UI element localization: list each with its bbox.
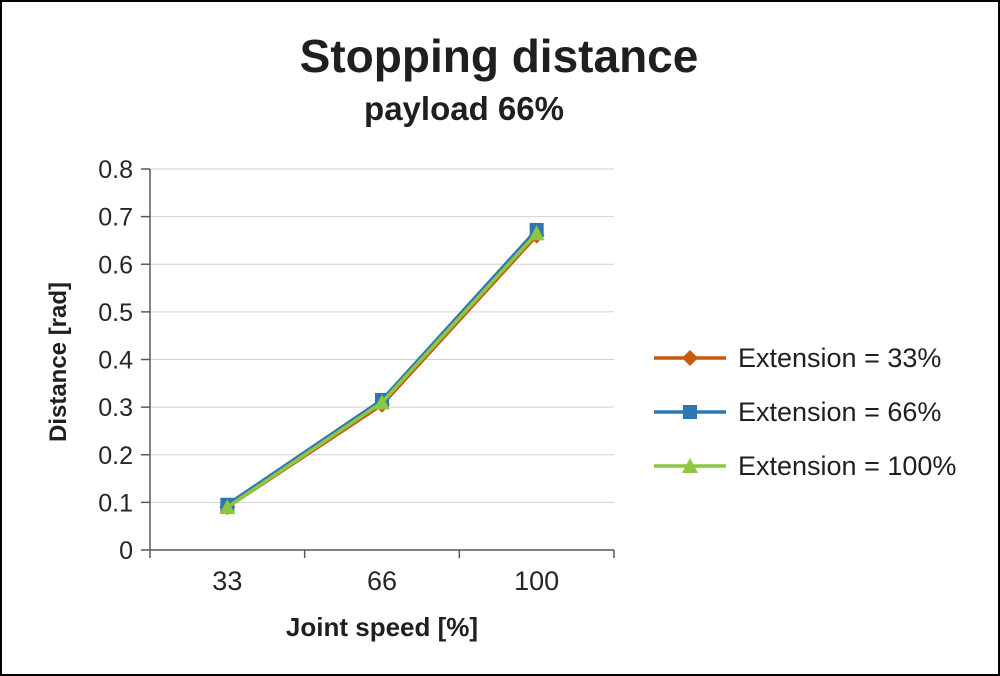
y-tick-label: 0.1 <box>98 489 133 517</box>
x-tick-label: 66 <box>367 566 397 596</box>
y-tick-label: 0.6 <box>98 251 133 279</box>
diamond-marker <box>682 350 698 366</box>
chart-subtitle: payload 66% <box>364 90 564 127</box>
triangle-marker <box>219 499 236 515</box>
series-line-2 <box>225 231 539 509</box>
y-tick-label: 0.4 <box>98 347 133 375</box>
legend-item: Extension = 66% <box>654 397 941 427</box>
legend-label: Extension = 33% <box>738 343 941 373</box>
y-tick-label: 0.3 <box>98 394 133 422</box>
y-tick-label: 0.8 <box>98 156 133 184</box>
legend: Extension = 33% Extension = 66% Extension … <box>654 343 956 481</box>
legend-item: Extension = 33% <box>654 343 941 373</box>
x-tick-label: 33 <box>212 566 242 596</box>
chart-title: Stopping distance <box>300 30 699 82</box>
y-axis-title: Distance [rad] <box>45 282 72 442</box>
y-tick-label: 0.2 <box>98 442 133 470</box>
triangle-marker <box>528 225 545 241</box>
series-line-0 <box>225 233 539 509</box>
legend-label: Extension = 66% <box>738 397 941 427</box>
y-tick-label: 0.7 <box>98 204 133 232</box>
x-tick-label: 100 <box>514 566 559 596</box>
legend-item: Extension = 100% <box>654 451 956 481</box>
triangle-marker <box>682 458 698 473</box>
series-line-1 <box>225 228 539 507</box>
triangle-marker <box>374 394 390 410</box>
legend-label: Extension = 100% <box>738 451 956 481</box>
x-axis-title: Joint speed [%] <box>286 612 478 642</box>
square-marker <box>683 405 697 419</box>
plot-area: 0 0.1 0.2 0.3 0.4 0.5 0.6 0.7 0.8 33 66 100 <box>98 156 615 596</box>
y-tick-label: 0 <box>119 537 133 565</box>
y-tick-label: 0.5 <box>98 299 133 327</box>
